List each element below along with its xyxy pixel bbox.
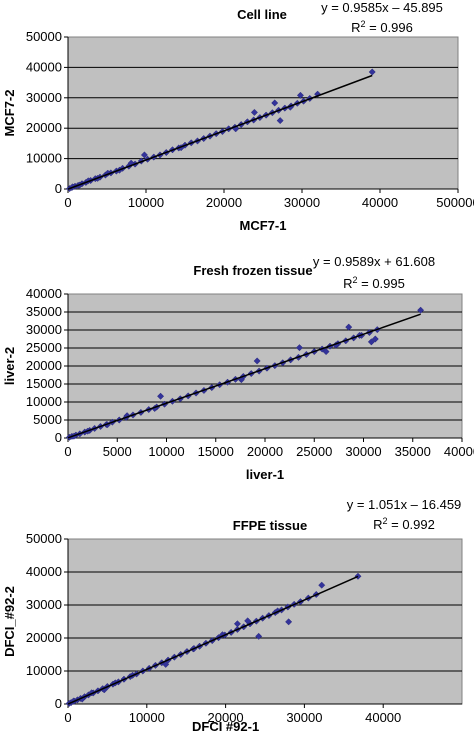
data-point — [250, 108, 258, 116]
y-tick-label: 50000 — [26, 29, 62, 44]
y-tick-label: 20000 — [26, 358, 62, 373]
x-tick-label: 0 — [64, 444, 71, 459]
data-point — [255, 632, 263, 640]
chart-title: Cell line — [237, 7, 287, 22]
chart-panel-cell-line: 0 10000 20000 30000 40000 50000 0 10000 20000 300… — [0, 0, 474, 245]
y-tick-label: 25000 — [26, 340, 62, 355]
y-tick-label: 20000 — [26, 120, 62, 135]
x-tick-label: 35000 — [395, 444, 431, 459]
y-tick-label: 0 — [55, 181, 62, 196]
y-tick-label: 5000 — [33, 412, 62, 427]
trendline-equation: y = 0.9589x + 61.608 — [313, 254, 435, 269]
data-point — [140, 151, 148, 159]
x-axis-label: liver-1 — [246, 467, 284, 482]
y-axis-label: DFCI_#92-2 — [2, 586, 17, 657]
x-tick-label: 40000 — [444, 444, 474, 459]
trendline-equation: y = 1.051x – 16.459 — [347, 497, 462, 512]
y-tick-label: 0 — [55, 696, 62, 711]
y-tick-label: 10000 — [26, 394, 62, 409]
trendline — [67, 313, 421, 439]
y-tick-label: 15000 — [26, 376, 62, 391]
r-squared-label: R2 = 0.995 — [343, 275, 405, 291]
data-point — [233, 620, 241, 628]
y-tick-label: 50000 — [26, 531, 62, 546]
data-point — [417, 306, 425, 314]
y-tick-label: 30000 — [26, 90, 62, 105]
y-tick-label: 40000 — [26, 59, 62, 74]
data-point — [285, 618, 293, 626]
y-tick-label: 40000 — [26, 286, 62, 301]
y-tick-label: 20000 — [26, 630, 62, 645]
data-point — [162, 660, 170, 668]
x-tick-label: 10000 — [128, 195, 164, 210]
trendline-equation: y = 0.9585x – 45.895 — [321, 0, 443, 15]
x-tick-label: 25000 — [296, 444, 332, 459]
x-tick-label: 0 — [64, 710, 71, 725]
x-axis-label: MCF7-1 — [240, 218, 287, 233]
x-tick-label: 10000 — [148, 444, 184, 459]
x-tick-label: 0 — [64, 195, 71, 210]
chart-fresh-frozen: 0 5000 10000 15000 20000 25000 30000 35000 40000… — [2, 254, 474, 482]
x-tick-label: 15000 — [198, 444, 234, 459]
x-tick-label: 40000 — [365, 710, 401, 725]
y-tick-label: 30000 — [26, 322, 62, 337]
data-point — [345, 323, 353, 331]
chart-title: FFPE tissue — [233, 518, 307, 533]
trendline — [67, 74, 373, 190]
chart-title: Fresh frozen tissue — [193, 263, 312, 278]
data-point — [318, 581, 326, 589]
r-squared-label: R2 = 0.996 — [351, 19, 413, 35]
trendline — [67, 575, 359, 705]
data-point — [295, 344, 303, 352]
data-point — [296, 91, 304, 99]
chart-panel-ffpe: 0 10000 20000 30000 40000 50000 0 10000 20000 300… — [0, 490, 474, 735]
x-tick-label: 30000 — [286, 710, 322, 725]
data-point — [276, 117, 284, 125]
x-tick-label: 40000 — [362, 195, 398, 210]
chart-panel-fresh-frozen: 0 5000 10000 15000 20000 25000 30000 35000 40000… — [0, 245, 474, 490]
y-axis-label: liver-2 — [2, 347, 17, 385]
x-tick-label: 30000 — [345, 444, 381, 459]
y-tick-label: 40000 — [26, 564, 62, 579]
data-point — [322, 348, 330, 356]
x-tick-label: 20000 — [206, 195, 242, 210]
x-tick-label: 20000 — [208, 710, 244, 725]
x-tick-label: 30000 — [284, 195, 320, 210]
chart-ffpe: 0 10000 20000 30000 40000 50000 0 10000 20000 300… — [2, 497, 463, 734]
x-tick-label: 10000 — [129, 710, 165, 725]
y-tick-label: 10000 — [26, 151, 62, 166]
r-squared-label: R2 = 0.992 — [373, 516, 435, 532]
y-tick-label: 30000 — [26, 597, 62, 612]
data-point — [367, 338, 375, 346]
x-tick-label: 20000 — [247, 444, 283, 459]
data-point — [368, 68, 376, 76]
data-point — [253, 357, 261, 365]
data-point — [88, 689, 96, 697]
data-point — [127, 159, 135, 167]
data-point — [244, 617, 252, 625]
y-axis-label: MCF7-2 — [2, 90, 17, 137]
y-tick-label: 35000 — [26, 304, 62, 319]
data-point — [157, 392, 165, 400]
x-axis-label: DFCI #92-1 — [192, 719, 259, 734]
data-point — [271, 99, 279, 107]
x-tick-label: 5000 — [103, 444, 132, 459]
y-tick-label: 0 — [55, 430, 62, 445]
data-point — [371, 335, 379, 343]
y-tick-label: 10000 — [26, 663, 62, 678]
